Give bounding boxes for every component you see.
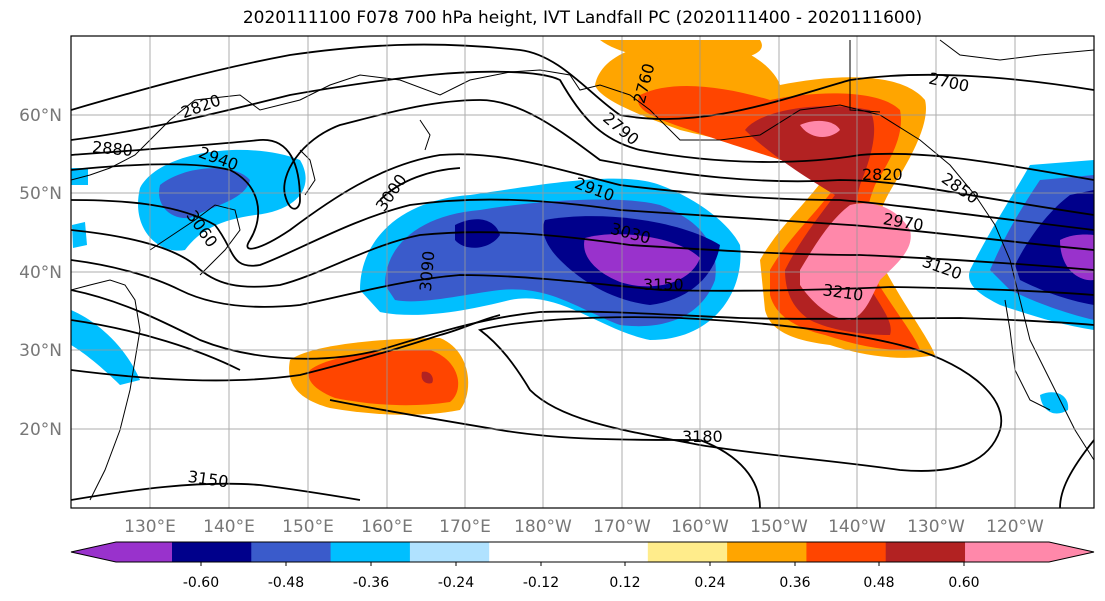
colorbar-tick-label: 0.12: [609, 575, 640, 591]
lat-tick-label: 40°N: [19, 263, 62, 283]
lon-tick-label: 160°W: [671, 517, 729, 537]
contour-label: 3150: [643, 275, 684, 294]
coastlines: [71, 39, 1094, 501]
colorbar-tick-labels: -0.60 -0.48 -0.36 -0.24 -0.12 0.12 0.24 0.36 0.4…: [183, 562, 980, 591]
lat-tick-label: 20°N: [19, 420, 62, 440]
lon-tick-label: 130°E: [124, 517, 176, 537]
colorbar-tick-label: 0.24: [694, 575, 725, 591]
colorbar-segment: [568, 542, 649, 562]
colorbar-segment: [885, 542, 966, 562]
lon-tick-label: 180°W: [514, 517, 572, 537]
colorbar-segment: [489, 542, 570, 562]
longitude-tick-labels: 130°E 140°E 150°E 160°E 170°E 180°W 170°W 160°W…: [124, 517, 1044, 537]
colorbar-tick-label: 0.36: [779, 575, 810, 591]
grid-lines: [71, 36, 1094, 508]
lat-tick-label: 50°N: [19, 184, 62, 204]
lon-tick-label: 130°W: [907, 517, 965, 537]
colorbar-segment: [727, 542, 807, 562]
lon-tick-label: 120°W: [986, 517, 1044, 537]
contour-label: 3090: [416, 250, 438, 292]
contour-label: 3180: [682, 427, 723, 446]
latitude-tick-labels: 60°N 50°N 40°N 30°N 20°N: [19, 106, 62, 440]
colorbar-segment: [330, 542, 411, 562]
colorbar-segment: [71, 542, 172, 562]
lon-tick-label: 140°E: [203, 517, 255, 537]
colorbar-tick-label: -0.60: [183, 575, 219, 591]
lon-tick-label: 140°W: [828, 517, 886, 537]
colorbar-tick-label: -0.12: [523, 575, 559, 591]
lat-tick-label: 60°N: [19, 106, 62, 126]
colorbar-segment: [409, 542, 490, 562]
contour-label: 2820: [862, 165, 903, 184]
contour-label: 2880: [91, 137, 133, 159]
colorbar-segment: [965, 542, 1094, 562]
lon-tick-label: 170°W: [593, 517, 651, 537]
colorbar-outline: [70, 541, 1095, 563]
colorbar: [70, 541, 1095, 563]
lat-tick-label: 30°N: [19, 341, 62, 361]
colorbar-segment: [171, 542, 252, 562]
lon-tick-label: 150°W: [750, 517, 808, 537]
height-contours: [71, 43, 1094, 508]
colorbar-tick-label: 0.48: [863, 575, 894, 591]
colorbar-segment: [251, 542, 332, 562]
colorbar-tick-label: -0.36: [353, 575, 389, 591]
colorbar-segment: [806, 542, 887, 562]
colorbar-tick-label: -0.48: [268, 575, 304, 591]
figure-title: 2020111100 F078 700 hPa height, IVT Land…: [242, 8, 923, 28]
colorbar-tick-label: 0.60: [948, 575, 979, 591]
colorbar-segment: [647, 542, 728, 562]
lon-tick-label: 170°E: [439, 517, 491, 537]
lon-tick-label: 150°E: [282, 517, 334, 537]
lon-tick-label: 160°E: [361, 517, 413, 537]
colorbar-tick-label: -0.24: [438, 575, 474, 591]
